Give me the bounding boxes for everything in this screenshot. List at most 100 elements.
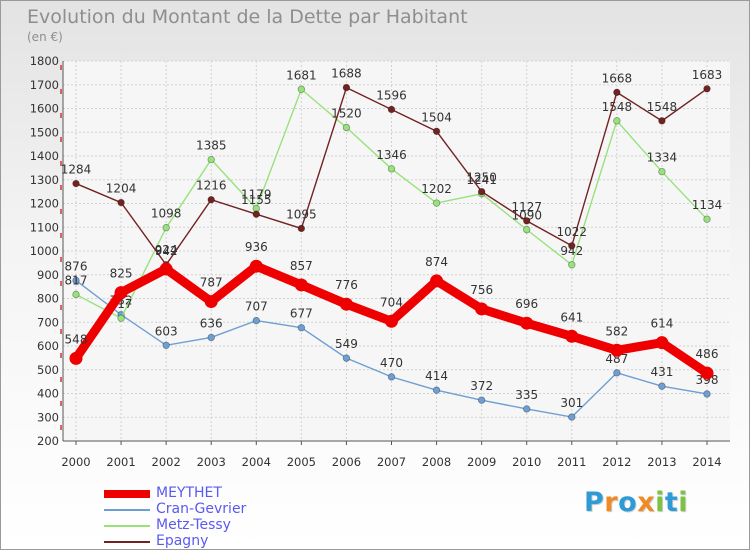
data-label: 677	[290, 307, 313, 321]
data-label: 1155	[241, 193, 272, 207]
data-label: 1204	[106, 182, 137, 196]
data-point	[294, 278, 308, 292]
data-point	[613, 117, 621, 125]
x-tick-label: 2006	[332, 455, 361, 469]
data-label: 1596	[376, 88, 407, 102]
data-label: 874	[425, 255, 448, 269]
chart-title: Evolution du Montant de la Dette par Hab…	[27, 6, 468, 28]
x-tick-label: 2000	[61, 455, 90, 469]
legend-swatch	[104, 509, 150, 511]
data-label: 1688	[331, 67, 362, 81]
series-meythet: 548 825 924 787 936 857 776 704 874 756 696 641 582 6…	[65, 240, 718, 380]
data-point	[613, 88, 621, 97]
data-label: 776	[335, 278, 358, 292]
data-point	[207, 155, 215, 164]
y-tick-label: 500	[37, 363, 59, 377]
legend-label: Cran-Gevrier	[156, 501, 247, 517]
data-point	[162, 341, 170, 349]
data-label: 582	[605, 324, 628, 338]
data-label: 614	[650, 317, 673, 331]
data-label: 1520	[331, 107, 362, 121]
x-tick-label: 2014	[692, 455, 721, 469]
data-label: 1504	[421, 110, 452, 124]
data-point	[568, 413, 576, 421]
data-point	[610, 343, 624, 357]
data-label: 1134	[692, 198, 723, 212]
data-point	[477, 187, 486, 196]
data-point	[204, 295, 218, 309]
data-label: 1241	[466, 173, 497, 187]
legend-swatch	[104, 490, 150, 498]
data-point	[703, 215, 711, 223]
y-tick-label: 1700	[30, 78, 59, 92]
data-label: 549	[335, 337, 358, 351]
data-label: 787	[200, 276, 223, 290]
data-label: 1668	[602, 71, 633, 85]
data-label: 1095	[286, 207, 317, 221]
data-label: 414	[425, 369, 448, 383]
logo-letter: i	[655, 487, 665, 518]
data-point	[252, 210, 260, 218]
data-label: 1098	[151, 207, 182, 221]
x-tick-label: 2013	[647, 455, 676, 469]
data-label: 1385	[196, 139, 227, 153]
data-label: 756	[470, 283, 493, 297]
data-point	[655, 336, 669, 350]
x-tick-label: 2007	[377, 455, 406, 469]
data-point	[159, 262, 173, 276]
data-point	[477, 396, 486, 404]
logo-letter: t	[664, 487, 679, 518]
data-label: 1202	[421, 182, 452, 196]
legend-swatch	[104, 541, 150, 543]
data-label: 696	[515, 297, 538, 311]
data-point	[72, 179, 80, 188]
data-point	[613, 369, 621, 377]
y-tick-label: 400	[37, 387, 59, 401]
logo-letter: r	[604, 487, 619, 518]
legend-label: MEYTHET	[156, 485, 222, 501]
legend-swatch	[104, 525, 150, 527]
data-point	[565, 329, 579, 343]
y-tick-label: 900	[37, 268, 59, 282]
data-point	[520, 316, 534, 330]
data-point	[72, 290, 80, 299]
y-tick-label: 1100	[30, 220, 59, 234]
y-tick-label: 1800	[30, 54, 59, 68]
data-point	[523, 225, 531, 234]
data-point	[342, 123, 351, 132]
series-epagny: 1284120494212161155109516881596150412501…	[61, 67, 723, 269]
data-point	[69, 351, 83, 365]
data-label: 1683	[692, 68, 723, 82]
data-label: 335	[515, 388, 538, 402]
data-label: 942	[155, 244, 178, 258]
y-tick-label: 300	[37, 410, 59, 424]
data-point	[430, 274, 444, 288]
data-point	[297, 85, 306, 93]
data-point	[658, 382, 666, 390]
data-point	[249, 259, 263, 273]
y-tick-label: 1400	[30, 149, 59, 163]
data-label: 825	[110, 267, 133, 281]
data-label: 876	[65, 259, 88, 273]
proxiti-logo: Proxiti	[584, 487, 688, 518]
data-point	[72, 276, 80, 285]
data-point	[387, 165, 396, 173]
x-tick-label: 2010	[512, 455, 541, 469]
y-tick-label: 800	[37, 292, 59, 306]
data-point	[162, 224, 170, 232]
logo-letter: i	[678, 487, 689, 518]
series-metz-tessy: 8177171098138511791681152013461202124110…	[65, 68, 723, 322]
data-point	[114, 286, 128, 300]
data-point	[568, 261, 576, 269]
data-point	[432, 199, 441, 207]
data-point	[700, 366, 714, 380]
data-point	[658, 167, 666, 176]
data-label: 1346	[376, 148, 407, 162]
y-tick-label: 600	[37, 339, 59, 353]
data-label: 1090	[511, 209, 542, 223]
data-label: 372	[470, 379, 493, 393]
data-point	[703, 85, 711, 93]
y-tick-label: 1200	[30, 197, 59, 211]
